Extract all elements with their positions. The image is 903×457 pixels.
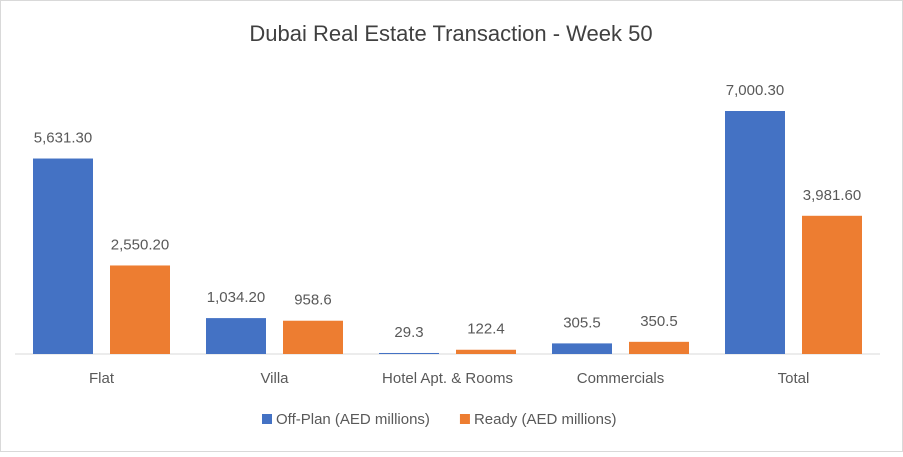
- bar: [379, 352, 439, 354]
- x-tick-label: Villa: [260, 370, 289, 387]
- x-tick-label: Flat: [89, 370, 115, 387]
- x-tick-label: Total: [778, 370, 810, 387]
- bar: [33, 158, 93, 354]
- bar: [629, 341, 689, 354]
- value-label: 5,631.30: [34, 129, 92, 146]
- bar: [725, 111, 785, 354]
- value-label: 3,981.60: [803, 187, 861, 204]
- legend-swatch: [459, 414, 470, 424]
- value-label: 122.4: [467, 321, 505, 338]
- value-label: 2,550.20: [111, 236, 169, 253]
- bar: [456, 349, 516, 354]
- bar: [110, 265, 170, 354]
- bar: [206, 318, 266, 354]
- bar: [552, 343, 612, 354]
- legend-swatch: [262, 414, 272, 424]
- value-label: 1,034.20: [207, 289, 265, 306]
- legend-label: Off-Plan (AED millions): [276, 411, 430, 428]
- value-label: 305.5: [563, 314, 601, 331]
- value-label: 29.3: [394, 324, 423, 341]
- value-label: 958.6: [294, 292, 332, 309]
- x-tick-label: Hotel Apt. & Rooms: [382, 370, 513, 387]
- x-tick-label: Commercials: [577, 370, 665, 387]
- chart-title: Dubai Real Estate Transaction - Week 50: [249, 21, 652, 46]
- value-label: 7,000.30: [726, 82, 784, 99]
- bar: [283, 320, 343, 354]
- value-label: 350.5: [640, 313, 678, 330]
- bar: [802, 215, 862, 354]
- legend-label: Ready (AED millions): [474, 411, 617, 428]
